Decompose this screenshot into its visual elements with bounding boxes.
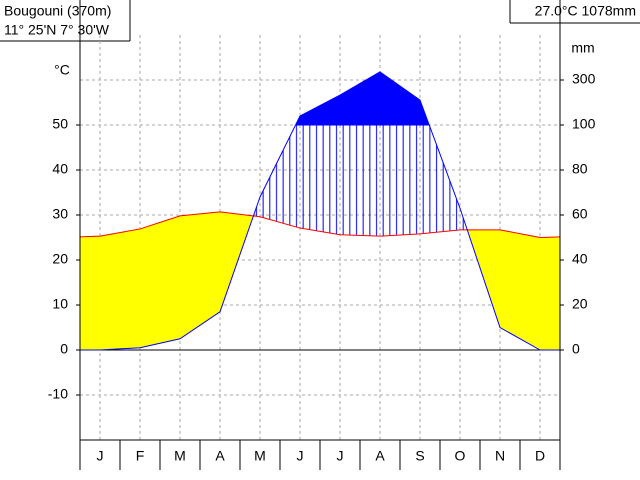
chart-subtitle: 11° 25'N 7° 30'W (4, 22, 110, 38)
precipitation-line (99, 71, 541, 351)
line-edge (79, 235, 101, 238)
y2-tick-label: 20 (572, 296, 588, 312)
y2-tick-label: 60 (572, 206, 588, 222)
x-tick-label: J (97, 448, 104, 464)
y-tick-label: 40 (52, 161, 68, 177)
y-tick-label: 30 (52, 206, 68, 222)
x-tick-label: M (174, 448, 186, 464)
temperature-line (99, 211, 541, 238)
x-tick-label: F (136, 448, 145, 464)
y2-tick-label: 100 (572, 116, 596, 132)
y2-tick-label: 40 (572, 251, 588, 267)
x-tick-label: A (375, 448, 385, 464)
y-tick-label: 20 (52, 251, 68, 267)
x-tick-label: J (297, 448, 304, 464)
x-tick-label: S (415, 448, 424, 464)
x-tick-label: A (215, 448, 225, 464)
x-tick-label: D (535, 448, 545, 464)
x-tick-label: J (337, 448, 344, 464)
y-tick-label: 50 (52, 116, 68, 132)
y-tick-label: -10 (48, 386, 68, 402)
y2-tick-label: 300 (572, 71, 596, 87)
annotation: 27.0°C 1078mm (535, 3, 636, 19)
x-tick-label: O (455, 448, 466, 464)
x-tick-label: N (495, 448, 505, 464)
y-tick-label: 0 (60, 341, 68, 357)
y2-tick-label: 0 (572, 341, 580, 357)
y-tick-label: 10 (52, 296, 68, 312)
y-axis-label: °C (54, 62, 70, 78)
y2-tick-label: 80 (572, 161, 588, 177)
x-tick-label: M (254, 448, 266, 464)
perhumid-area (295, 71, 430, 125)
line-edge (539, 236, 561, 238)
y2-axis-label: mm (571, 40, 594, 56)
chart-title: Bougouni (370m) (4, 3, 111, 19)
